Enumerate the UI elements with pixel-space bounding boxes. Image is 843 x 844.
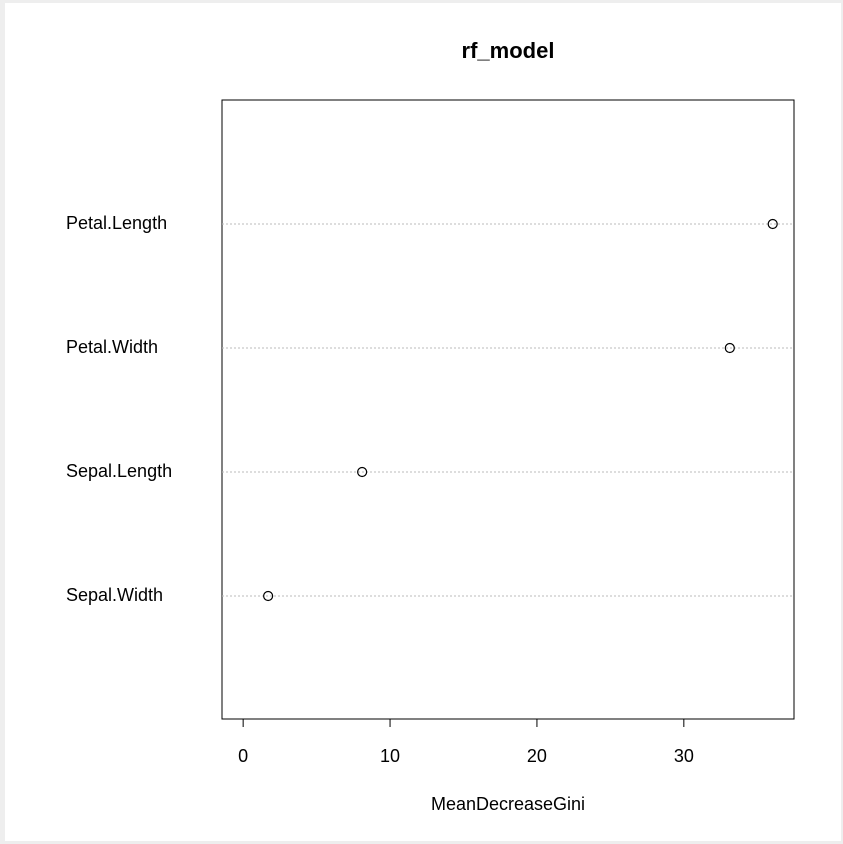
x-tick-label: 10 xyxy=(380,746,400,766)
y-tick-label: Petal.Length xyxy=(66,213,167,233)
x-axis-label: MeanDecreaseGini xyxy=(431,794,585,814)
y-tick-label: Sepal.Width xyxy=(66,585,163,605)
y-tick-label: Sepal.Length xyxy=(66,461,172,481)
x-tick-label: 0 xyxy=(238,746,248,766)
y-tick-label: Petal.Width xyxy=(66,337,158,357)
chart-title: rf_model xyxy=(462,38,555,63)
point xyxy=(724,342,735,354)
x-tick-label: 20 xyxy=(527,746,547,766)
point xyxy=(357,466,368,478)
x-tick-label: 30 xyxy=(674,746,694,766)
point xyxy=(767,218,778,230)
point xyxy=(263,590,274,602)
plot-background xyxy=(5,3,841,841)
